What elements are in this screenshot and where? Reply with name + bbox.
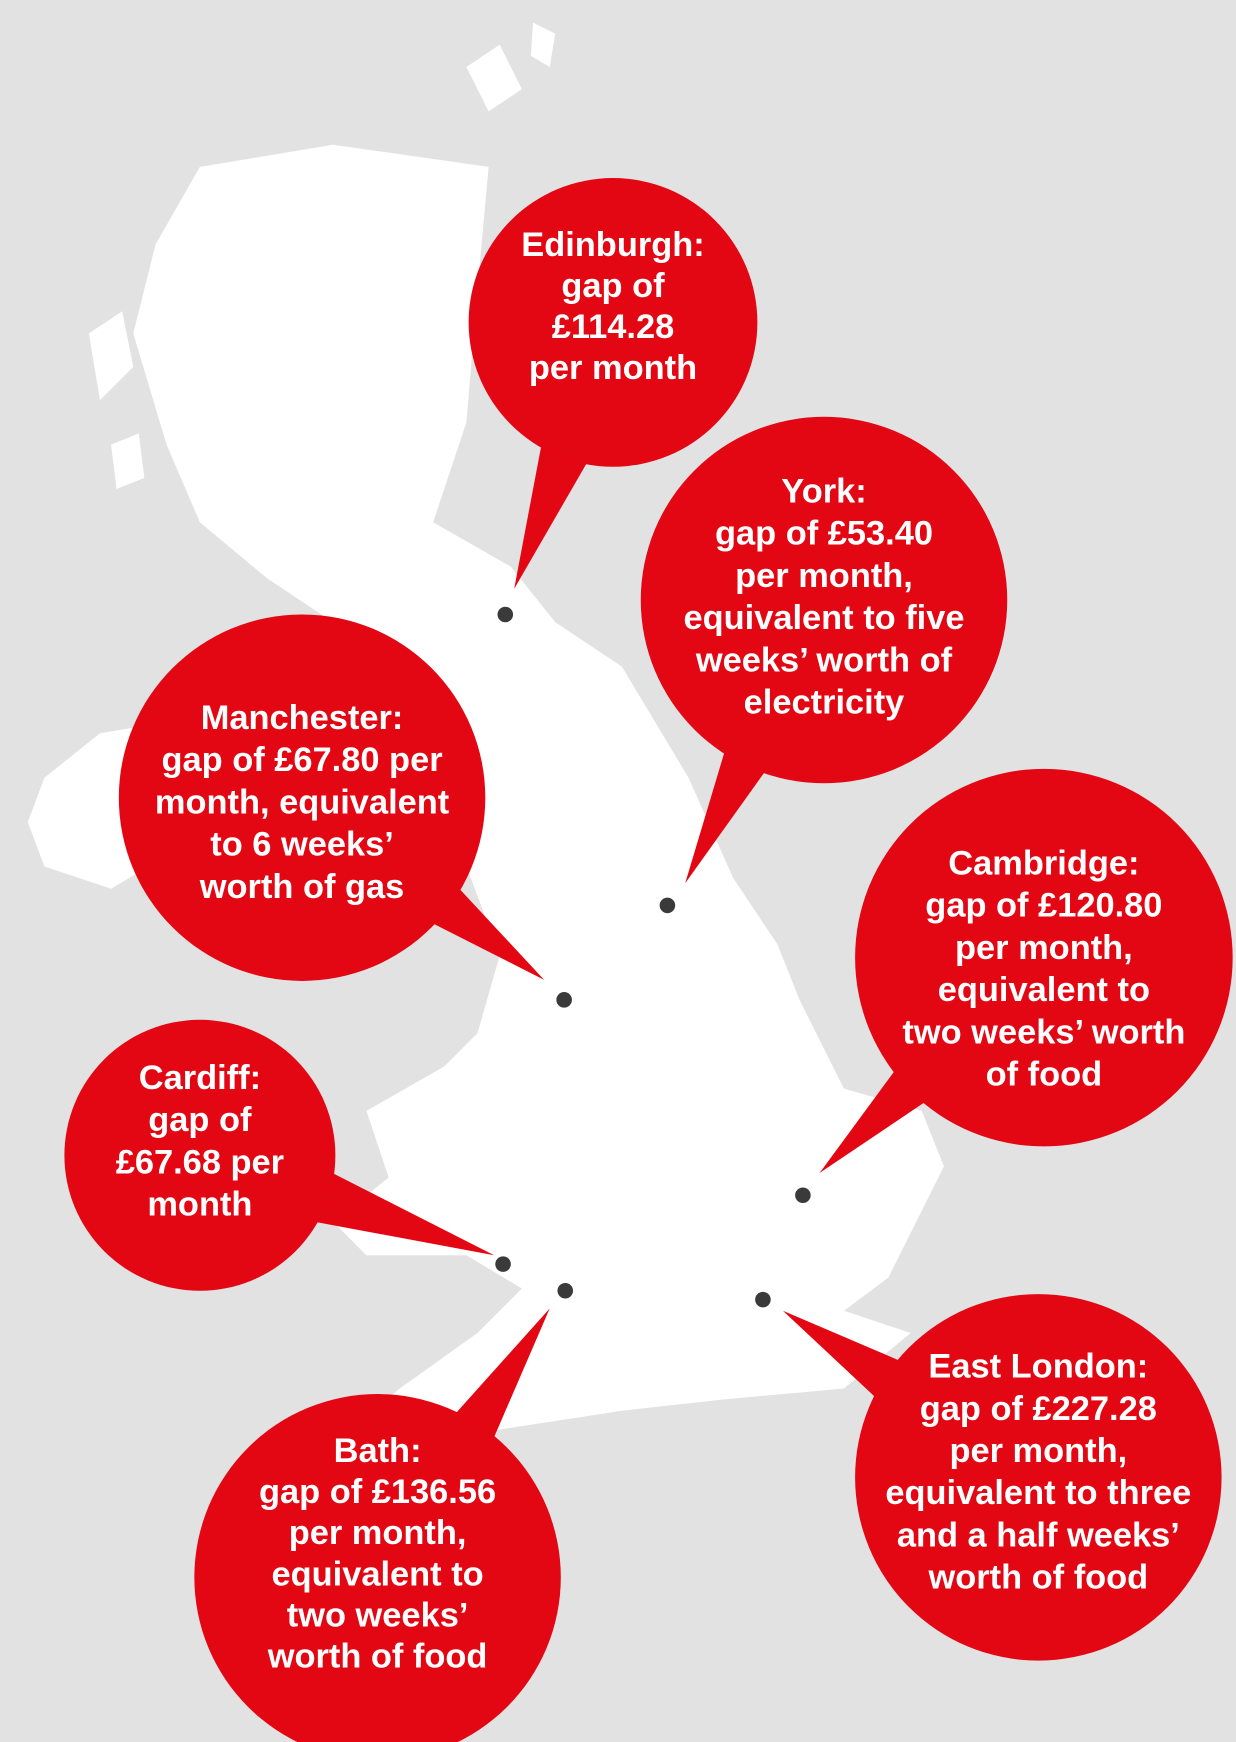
callout-text: gap of [148,1101,252,1139]
callout-text: Manchester: [201,699,404,737]
callout-text: worth of food [927,1559,1148,1597]
callout-text: Cardiff: [139,1059,261,1097]
callout-bubble [468,178,758,467]
callout-text: £114.28 [552,308,674,346]
location-dot [495,1256,511,1272]
callout-text: per month, [289,1514,467,1552]
callout-text: Edinburgh: [521,226,704,264]
location-dot [795,1187,811,1204]
callout-text: East London: [928,1348,1148,1386]
callout-text: Cambridge: [948,845,1139,883]
location-dot [557,1283,574,1299]
callout-text: two weeks’ worth [902,1013,1185,1051]
callout-text: gap of £136.56 [259,1473,496,1511]
callout-bubble [194,1394,561,1742]
callout-text: per month [529,349,697,387]
great-britain [133,144,944,1467]
callout-text: electricity [744,684,905,722]
callout-text: gap of £120.80 [925,887,1162,925]
islands [88,22,556,489]
callout-text: Bath: [334,1432,422,1470]
callout-bubble [118,614,486,981]
callout-text: gap of £67.80 per [162,741,443,779]
callout-text: equivalent to [271,1555,483,1593]
callout-text: per month, [735,557,913,595]
callout-text: of food [986,1056,1103,1094]
location-dot [497,606,514,623]
callout-text: gap of [561,267,665,305]
callout-text: gap of £227.28 [920,1390,1157,1428]
callout-text: month [147,1185,252,1223]
callout-text: gap of £53.40 [715,515,933,553]
callout-text: month, equivalent [155,783,450,821]
callout-text: worth of food [267,1637,488,1675]
callout-bubble [855,1294,1222,1661]
callout-bubble [64,1019,336,1291]
callout-text: weeks’ worth of [695,641,953,679]
callout-text: worth of gas [199,868,405,906]
callout-text: equivalent to three [885,1474,1191,1512]
callout-text: £67.68 per [116,1143,284,1181]
location-dot [659,897,676,914]
callout-bubble [855,768,1233,1147]
callout-text: to 6 weeks’ [210,826,394,864]
location-dot [556,992,572,1008]
callout-pointer [279,1156,495,1256]
callout-bubble [640,416,1008,784]
callout-text: per month, [955,929,1133,967]
location-dot [755,1291,771,1308]
callout-text: equivalent to [938,971,1150,1009]
callout-text: per month, [949,1432,1127,1470]
callout-text: equivalent to five [683,599,964,637]
callout-text: two weeks’ [287,1596,469,1634]
callout-text: York: [781,473,866,511]
callout-text: and a half weeks’ [897,1516,1180,1554]
